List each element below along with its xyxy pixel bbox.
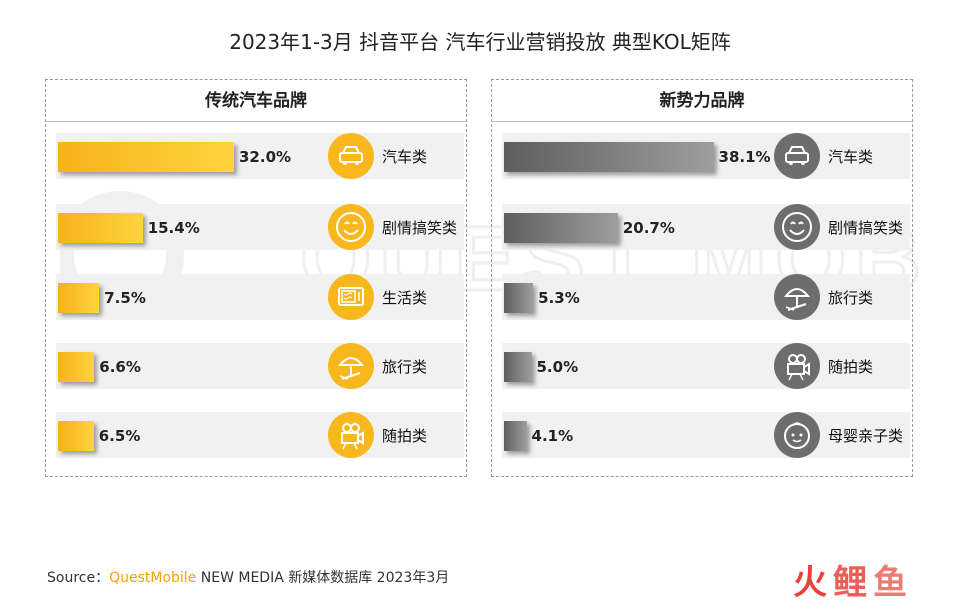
bar-row: 20.7% 剧情搞笑类	[502, 204, 910, 250]
smile-icon	[774, 204, 820, 250]
category-label: 汽车类	[828, 148, 874, 166]
camera-icon	[328, 412, 374, 458]
data-label: 7.5%	[104, 289, 146, 307]
panel-title-new: 新势力品牌	[492, 80, 912, 122]
data-label: 32.0%	[239, 148, 292, 166]
bar	[504, 421, 527, 451]
bar-row: 38.1% 汽车类	[502, 133, 910, 179]
data-label: 6.5%	[98, 427, 141, 445]
beach-umbrella-icon	[774, 274, 820, 320]
microwave-icon	[328, 274, 374, 320]
category-label: 随拍类	[828, 358, 874, 376]
source-suffix: NEW MEDIA 新媒体数据库 2023年3月	[196, 570, 450, 586]
bar	[58, 421, 94, 451]
source-note: Source：QuestMobile NEW MEDIA 新媒体数据库 2023…	[47, 567, 449, 587]
category-label: 汽车类	[382, 148, 428, 166]
bar	[58, 352, 95, 382]
data-label: 20.7%	[622, 219, 675, 237]
data-label: 38.1%	[718, 148, 771, 166]
bar	[504, 142, 714, 172]
logo-char-1: 火	[793, 563, 833, 603]
bar-row: 6.5% 随拍类	[56, 412, 464, 458]
data-label: 5.3%	[538, 289, 580, 307]
category-label: 剧情搞笑类	[828, 219, 904, 237]
bar	[58, 213, 143, 243]
logo-char-3: 鱼	[873, 563, 913, 603]
camera-icon	[774, 343, 820, 389]
bar-row: 5.3% 旅行类	[502, 274, 910, 320]
category-label: 旅行类	[828, 289, 874, 307]
category-label: 旅行类	[382, 358, 428, 376]
data-label: 4.1%	[531, 427, 574, 445]
bar	[504, 352, 532, 382]
chart-title: 2023年1-3月 抖音平台 汽车行业营销投放 典型KOL矩阵	[229, 30, 731, 54]
data-label: 15.4%	[147, 219, 200, 237]
bar	[504, 213, 618, 243]
source-brand: QuestMobile	[109, 570, 197, 586]
logo-char-2: 鲤	[833, 563, 873, 603]
bar-row: 6.6% 旅行类	[56, 343, 464, 389]
category-label: 生活类	[382, 289, 428, 307]
data-label: 5.0%	[536, 358, 579, 376]
new-brand-panel: 新势力品牌 38.1% 汽车类 20.7% 剧情搞笑类 5.3% 旅行类 5.0% 随拍类 4.…	[491, 79, 913, 477]
bar	[58, 142, 234, 172]
bar	[504, 283, 534, 313]
bar	[58, 283, 100, 313]
car-icon	[328, 133, 374, 179]
category-label: 母婴亲子类	[828, 427, 904, 445]
smile-icon	[328, 204, 374, 250]
panel-title-traditional: 传统汽车品牌	[46, 80, 466, 122]
source-prefix: Source：	[47, 570, 110, 586]
data-label: 6.6%	[99, 358, 141, 376]
baby-icon	[774, 412, 820, 458]
bar-row: 15.4% 剧情搞笑类	[56, 204, 464, 250]
bar-row: 32.0% 汽车类	[56, 133, 464, 179]
bar-row: 7.5% 生活类	[56, 274, 464, 320]
brand-logo: 火鲤鱼	[793, 555, 913, 604]
traditional-brand-panel: 传统汽车品牌 32.0% 汽车类 15.4% 剧情搞笑类 7.5% 生活类 6.6% 旅行类 6…	[45, 79, 467, 477]
car-icon	[774, 133, 820, 179]
beach-umbrella-icon	[328, 343, 374, 389]
category-label: 剧情搞笑类	[382, 219, 458, 237]
category-label: 随拍类	[382, 427, 428, 445]
bar-row: 4.1% 母婴亲子类	[502, 412, 910, 458]
bar-row: 5.0% 随拍类	[502, 343, 910, 389]
